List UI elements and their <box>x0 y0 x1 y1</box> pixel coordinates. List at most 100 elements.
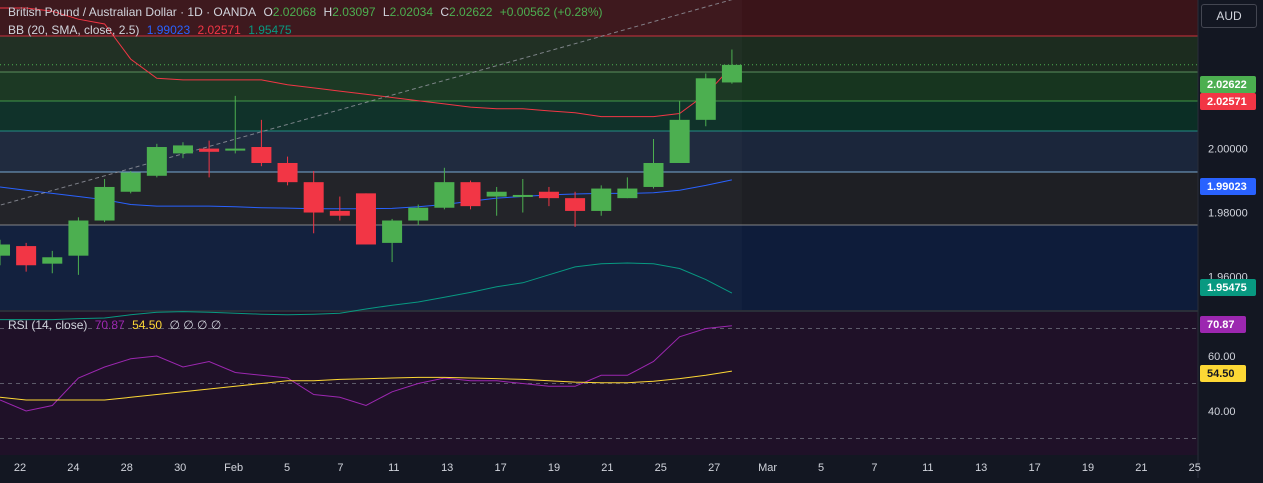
rsi-tag <box>1200 316 1246 333</box>
rsi-pane-background <box>0 312 1198 455</box>
open-label: O <box>263 5 273 19</box>
change-value: +0.00562 (+0.28%) <box>499 5 603 19</box>
date-tick-label: 7 <box>871 462 877 474</box>
candle-body <box>721 64 742 83</box>
date-tick-label: 7 <box>337 462 343 474</box>
rsi-tag <box>1200 365 1246 382</box>
open-value: 2.02068 <box>272 5 317 19</box>
price-tag <box>1200 279 1256 296</box>
date-tick-label: 5 <box>818 462 824 474</box>
price-tag-label: 2.02622 <box>1207 79 1247 91</box>
bb-upper-value: 2.02571 <box>197 23 241 37</box>
date-tick-label: 21 <box>601 462 613 474</box>
candle-body <box>695 78 716 120</box>
candle-body <box>512 194 533 197</box>
candle-body <box>172 145 193 154</box>
candle-body <box>68 220 89 256</box>
date-tick-label: 11 <box>388 462 399 474</box>
date-tick-label: Mar <box>758 462 777 474</box>
candle-body <box>408 207 429 221</box>
date-tick-label: Feb <box>224 462 243 474</box>
low-label: L <box>382 5 390 19</box>
price-zone-band <box>0 0 1198 36</box>
candle-body <box>225 148 246 151</box>
price-tick-label: 1.98000 <box>1208 208 1248 220</box>
rsi-extras: ∅ ∅ ∅ ∅ <box>169 318 222 332</box>
rsi-label: RSI (14, close) <box>8 318 88 332</box>
candle-body <box>120 172 141 192</box>
candle-body <box>94 186 115 221</box>
bb-legend[interactable]: BB (20, SMA, close, 2.5) 1.99023 2.02571… <box>8 23 296 37</box>
price-zone-band <box>0 36 1198 72</box>
candle-body <box>643 162 664 187</box>
candle-body <box>303 182 324 213</box>
high-label: H <box>323 5 333 19</box>
candle-body <box>382 220 403 243</box>
price-tag <box>1200 93 1256 110</box>
candle-body <box>42 257 63 264</box>
price-zone-band <box>0 72 1198 101</box>
date-tick-label: 19 <box>548 462 560 474</box>
candle-body <box>565 198 586 211</box>
trend-line <box>0 0 733 206</box>
date-tick-label: 21 <box>1135 462 1147 474</box>
candle-body <box>199 148 220 152</box>
price-tag-label: 1.99023 <box>1207 181 1247 193</box>
price-tag <box>1200 178 1256 195</box>
candle-body <box>355 193 376 245</box>
date-tick-label: 28 <box>121 462 133 474</box>
price-tag <box>1200 76 1256 93</box>
bb-lower-line <box>0 262 733 321</box>
candle-body <box>277 162 298 183</box>
candle-body <box>146 147 167 176</box>
date-tick-label: 25 <box>655 462 667 474</box>
price-tick-label: 2.00000 <box>1208 144 1248 156</box>
date-tick-label: 13 <box>441 462 453 474</box>
date-tick-label: 17 <box>1028 462 1040 474</box>
rsi-ma-value: 54.50 <box>132 318 163 332</box>
price-tag-label: 2.02571 <box>1207 96 1247 108</box>
date-tick-label: 11 <box>922 462 933 474</box>
rsi-tag-label: 54.50 <box>1207 368 1235 380</box>
rsi-tick-label: 40.00 <box>1208 406 1236 418</box>
date-tick-label: 13 <box>975 462 987 474</box>
price-zone-band <box>0 225 1198 310</box>
date-tick-label: 17 <box>494 462 506 474</box>
currency-unit-button[interactable]: AUD <box>1201 4 1257 28</box>
candle-body <box>434 182 455 208</box>
close-label: C <box>440 5 450 19</box>
candle-body <box>591 188 612 211</box>
rsi-tag-label: 70.87 <box>1207 319 1235 331</box>
candle-body <box>16 246 37 266</box>
rsi-legend[interactable]: RSI (14, close) 70.87 54.50 ∅ ∅ ∅ ∅ <box>8 318 225 332</box>
rsi-value: 70.87 <box>94 318 125 332</box>
price-legend: British Pound / Australian Dollar · 1D ·… <box>8 5 607 19</box>
bb-label: BB (20, SMA, close, 2.5) <box>8 23 140 37</box>
rsi-ma-line <box>0 370 732 401</box>
candle-body <box>617 188 638 199</box>
bb-basis-value: 1.99023 <box>146 23 191 37</box>
candle-body <box>538 191 559 199</box>
bb-upper-line <box>0 7 733 118</box>
date-tick-label: 19 <box>1082 462 1094 474</box>
candle-body <box>460 182 481 207</box>
date-tick-label: 5 <box>284 462 290 474</box>
rsi-line <box>0 325 732 412</box>
date-tick-label: 27 <box>708 462 720 474</box>
candle-body <box>669 119 690 163</box>
price-tag-label: 1.95475 <box>1207 282 1247 294</box>
date-tick-label: 30 <box>174 462 186 474</box>
rsi-tick-label: 60.00 <box>1208 351 1236 363</box>
date-tick-label: 24 <box>67 462 79 474</box>
candle-body <box>0 244 10 256</box>
bb-lower-value: 1.95475 <box>248 23 292 37</box>
date-tick-label: 25 <box>1189 462 1201 474</box>
symbol-label: British Pound / Australian Dollar · 1D ·… <box>8 5 257 19</box>
candle-body <box>329 210 350 216</box>
close-value: 2.02622 <box>449 5 493 19</box>
high-value: 2.03097 <box>332 5 376 19</box>
date-tick-label: 22 <box>14 462 26 474</box>
candle-body <box>251 147 272 163</box>
